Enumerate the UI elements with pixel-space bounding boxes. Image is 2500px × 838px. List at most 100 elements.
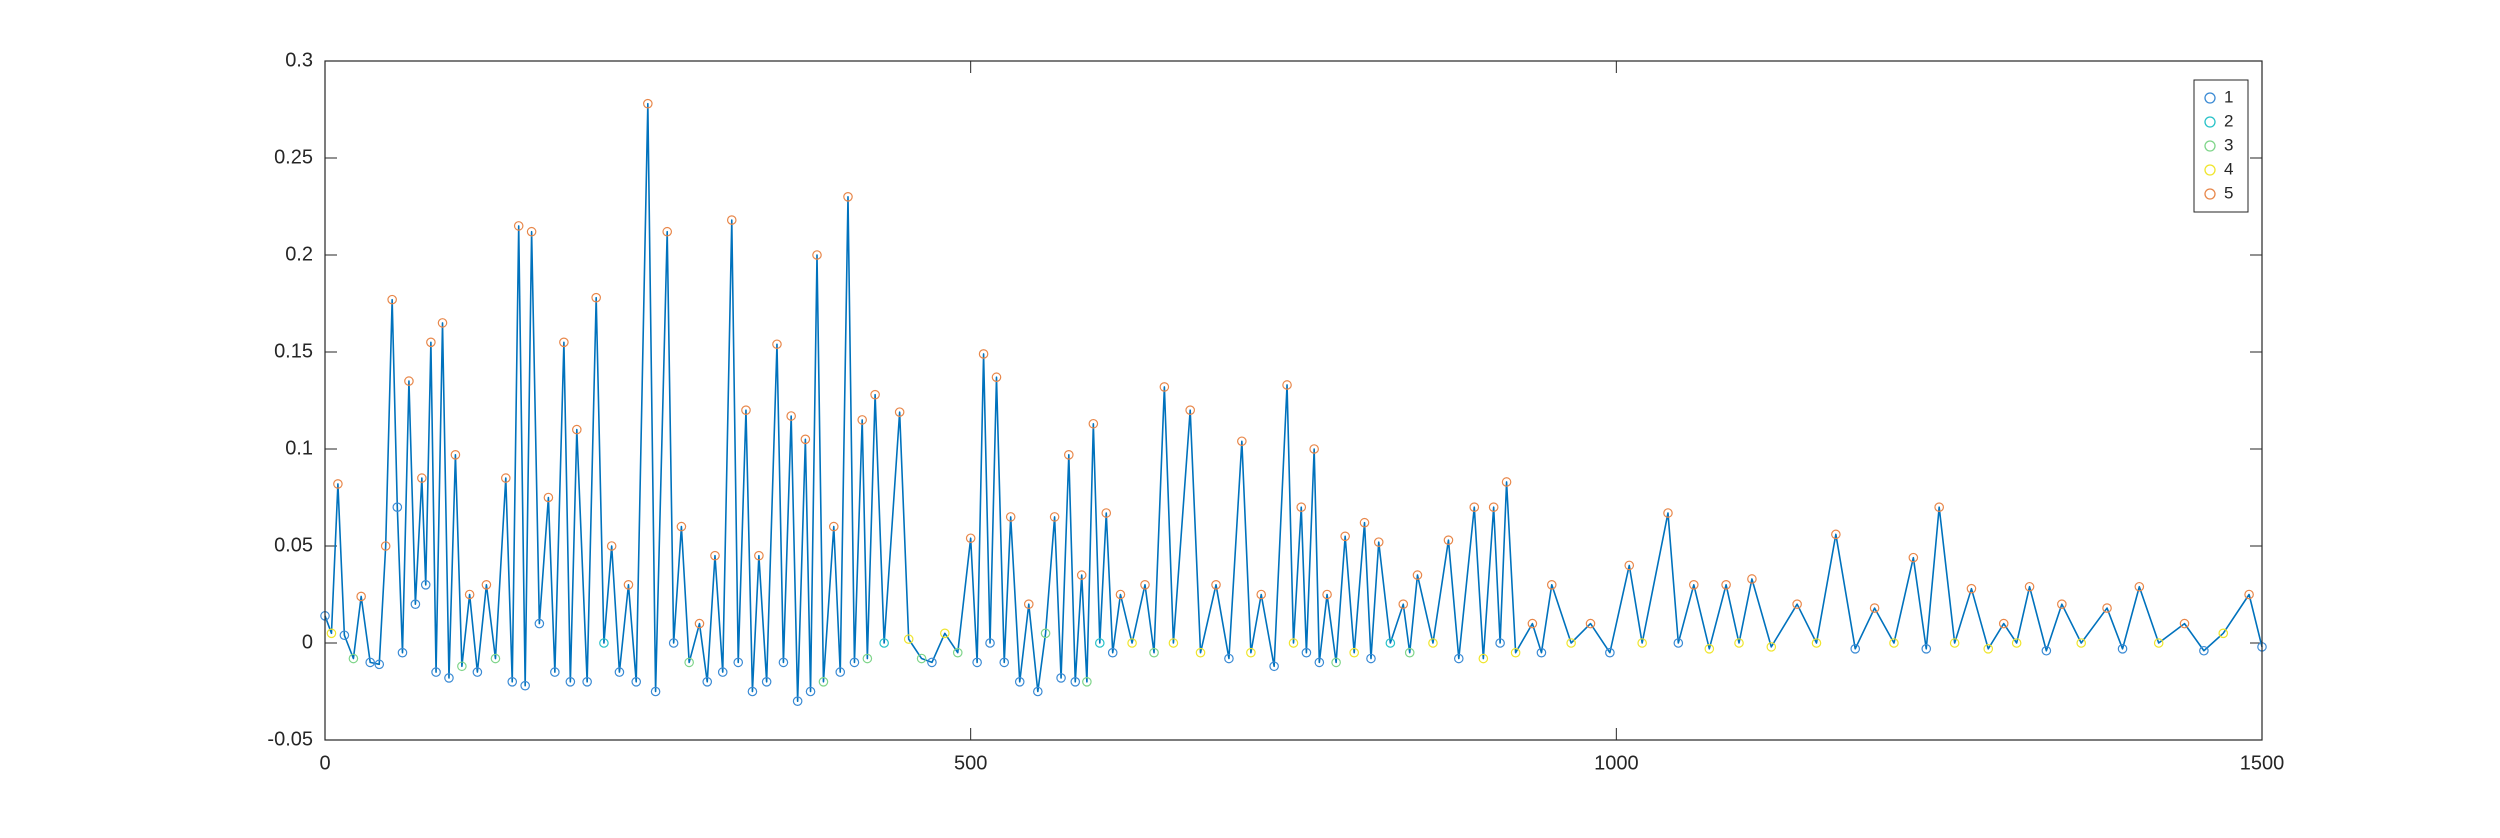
- data-point: [1998, 618, 2009, 629]
- x-tick-label: 1000: [1594, 752, 1639, 774]
- data-point: [965, 533, 976, 544]
- data-point: [849, 657, 860, 668]
- data-point: [1495, 638, 1505, 648]
- data-point: [490, 653, 501, 664]
- data-point: [741, 405, 751, 415]
- axes-box: [324, 60, 2263, 741]
- y-tick-label: 0.1: [285, 437, 313, 459]
- x-tick-label: 1500: [2240, 752, 2285, 774]
- data-point: [1366, 653, 1376, 664]
- data-point: [1331, 657, 1341, 668]
- data-point: [333, 479, 343, 489]
- data-point: [747, 686, 758, 697]
- data-point: [2179, 618, 2190, 629]
- data-point: [481, 579, 492, 590]
- y-tick-label: -0.05: [267, 728, 313, 750]
- data-point: [520, 680, 530, 691]
- data-point: [444, 673, 454, 683]
- data-point: [614, 667, 625, 677]
- data-point: [702, 676, 713, 687]
- data-point: [1359, 517, 1370, 528]
- data-point: [1282, 380, 1292, 390]
- data-point: [972, 657, 982, 668]
- data-point: [1064, 450, 1074, 460]
- data-point: [1256, 589, 1267, 600]
- data-point: [1398, 599, 1409, 609]
- data-point: [1412, 570, 1423, 580]
- data-point: [1527, 618, 1538, 629]
- data-point: [1224, 653, 1234, 664]
- data-point: [339, 630, 350, 641]
- data-point: [1704, 644, 1715, 654]
- data-point: [1488, 502, 1499, 512]
- x-tick-label: 0: [319, 752, 330, 774]
- data-point: [835, 667, 846, 677]
- data-point: [1107, 647, 1118, 658]
- data-point: [828, 521, 839, 532]
- data-point: [2102, 603, 2112, 613]
- data-point: [565, 676, 576, 687]
- data-point: [1811, 638, 1822, 648]
- data-point: [1005, 512, 1016, 522]
- data-point: [1185, 405, 1195, 415]
- data-point: [792, 696, 803, 706]
- data-point: [1301, 647, 1312, 658]
- data-point: [1869, 603, 1880, 613]
- data-point: [591, 292, 601, 303]
- data-point: [500, 473, 511, 483]
- data-point: [1309, 444, 1319, 454]
- data-point: [1115, 589, 1126, 600]
- data-point: [572, 424, 582, 435]
- data-point: [1082, 676, 1092, 687]
- data-point: [1966, 583, 1977, 594]
- data-point: [431, 667, 441, 677]
- legend-box: [2193, 79, 2249, 213]
- data-point: [356, 591, 366, 602]
- data-point: [1605, 647, 1615, 658]
- data-point: [2117, 644, 2128, 654]
- data-point: [606, 541, 617, 551]
- data-point: [623, 579, 634, 590]
- data-point: [387, 294, 397, 305]
- data-point: [1949, 638, 1960, 648]
- data-point: [1850, 644, 1861, 654]
- data-point: [940, 628, 950, 639]
- data-point: [843, 192, 853, 202]
- data-point: [870, 389, 880, 400]
- data-point: [676, 521, 687, 532]
- data-point: [1747, 574, 1757, 584]
- data-point: [650, 686, 661, 697]
- data-point: [1246, 647, 1256, 658]
- data-point: [1088, 418, 1099, 429]
- data-point: [1443, 535, 1454, 545]
- data-point: [1404, 647, 1415, 658]
- data-point: [2041, 645, 2052, 656]
- data-point: [365, 657, 375, 668]
- data-point: [1070, 676, 1081, 687]
- data-point: [999, 657, 1010, 668]
- data-point: [410, 599, 421, 609]
- data-point: [1149, 647, 1159, 658]
- data-point: [2076, 638, 2087, 648]
- data-point: [472, 667, 483, 677]
- data-point: [1056, 673, 1066, 683]
- data-point: [1624, 560, 1635, 571]
- data-point: [420, 579, 431, 590]
- data-point: [916, 653, 927, 664]
- data-point: [2057, 599, 2067, 609]
- data-point: [543, 492, 554, 503]
- data-point: [818, 676, 829, 687]
- data-point: [1314, 657, 1325, 668]
- data-point: [812, 250, 822, 260]
- data-point: [1673, 638, 1684, 648]
- data-point: [1792, 599, 1802, 609]
- data-point: [348, 653, 359, 664]
- data-point: [1934, 502, 1944, 512]
- data-point: [1373, 537, 1384, 547]
- data-point: [903, 634, 914, 644]
- data-point: [862, 653, 873, 664]
- data-point: [1040, 628, 1051, 639]
- data-point: [1195, 647, 1206, 658]
- data-point: [2024, 581, 2035, 592]
